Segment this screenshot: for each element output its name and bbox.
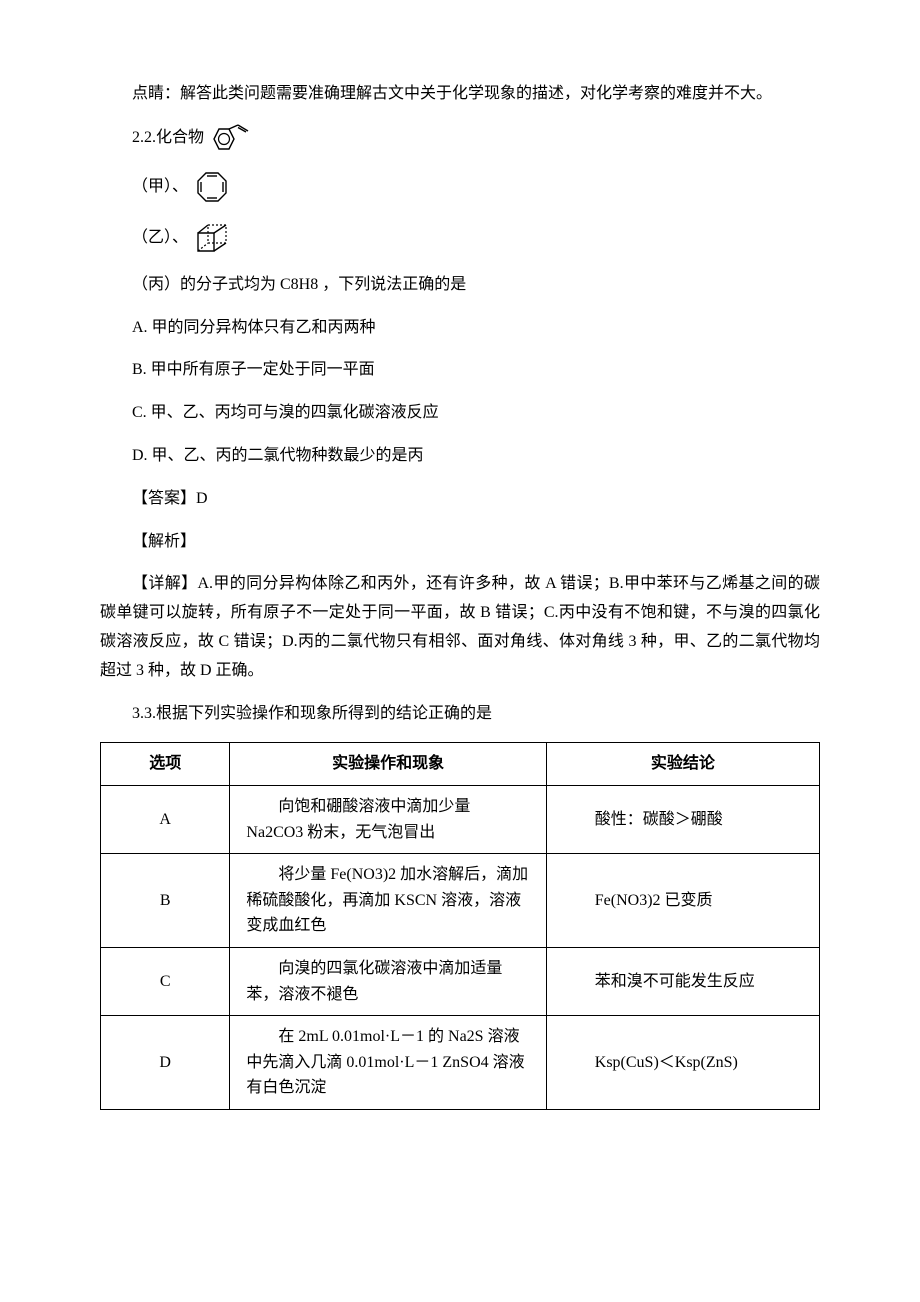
cubane-icon (192, 221, 234, 257)
q2-answer: 【答案】D (100, 485, 820, 514)
hint-paragraph: 点睛：解答此类问题需要准确理解古文中关于化学现象的描述，对化学考察的难度并不大。 (100, 80, 820, 109)
q2-stem-prefix: 2.2.化合物 (100, 123, 820, 155)
q2-option-c: C. 甲、乙、丙均可与溴的四氯化碳溶液反应 (100, 399, 820, 428)
styrene-icon (208, 123, 254, 155)
table-header-result: 实验结论 (546, 743, 819, 786)
q2-option-b: B. 甲中所有原子一定处于同一平面 (100, 356, 820, 385)
table-cell-operation: 在 2mL 0.01mol·L－1 的 Na2S 溶液中先滴入几滴 0.01mo… (230, 1016, 546, 1110)
table-cell-option: C (101, 947, 230, 1015)
table-cell-option: B (101, 854, 230, 948)
experiment-table: 选项 实验操作和现象 实验结论 A 向饱和硼酸溶液中滴加少量 Na2CO3 粉末… (100, 742, 820, 1110)
table-cell-option: D (101, 1016, 230, 1110)
table-cell-result: Fe(NO3)2 已变质 (546, 854, 819, 948)
q2-option-a: A. 甲的同分异构体只有乙和丙两种 (100, 314, 820, 343)
table-row: A 向饱和硼酸溶液中滴加少量 Na2CO3 粉末，无气泡冒出 酸性：碳酸＞硼酸 (101, 785, 820, 853)
q2-prefix-text: 2.2.化合物 (100, 124, 204, 153)
q2-label-a: （甲）、 (100, 169, 820, 207)
table-header-row: 选项 实验操作和现象 实验结论 (101, 743, 820, 786)
q2-label-a-text: （甲）、 (100, 173, 188, 202)
table-cell-operation: 向溴的四氯化碳溶液中滴加适量苯，溶液不褪色 (230, 947, 546, 1015)
table-cell-result: 苯和溴不可能发生反应 (546, 947, 819, 1015)
table-row: D 在 2mL 0.01mol·L－1 的 Na2S 溶液中先滴入几滴 0.01… (101, 1016, 820, 1110)
q2-option-d: D. 甲、乙、丙的二氯代物种数最少的是丙 (100, 442, 820, 471)
q2-label-b: （乙）、 (100, 221, 820, 257)
table-cell-result: 酸性：碳酸＞硼酸 (546, 785, 819, 853)
table-cell-result: Ksp(CuS)＜Ksp(ZnS) (546, 1016, 819, 1110)
q2-detail: 【详解】A.甲的同分异构体除乙和丙外，还有许多种，故 A 错误；B.甲中苯环与乙… (100, 570, 820, 685)
table-cell-option: A (101, 785, 230, 853)
table-header-option: 选项 (101, 743, 230, 786)
q2-label-b-text: （乙）、 (100, 224, 188, 253)
q2-stem: （丙）的分子式均为 C8H8 ，下列说法正确的是 (100, 271, 820, 300)
cyclooctatetraene-icon (192, 169, 232, 207)
table-cell-operation: 向饱和硼酸溶液中滴加少量 Na2CO3 粉末，无气泡冒出 (230, 785, 546, 853)
table-row: C 向溴的四氯化碳溶液中滴加适量苯，溶液不褪色 苯和溴不可能发生反应 (101, 947, 820, 1015)
table-cell-operation: 将少量 Fe(NO3)2 加水溶解后，滴加稀硫酸酸化，再滴加 KSCN 溶液，溶… (230, 854, 546, 948)
q3-stem: 3.3.根据下列实验操作和现象所得到的结论正确的是 (100, 700, 820, 729)
table-header-operation: 实验操作和现象 (230, 743, 546, 786)
q2-analysis-label: 【解析】 (100, 528, 820, 557)
table-row: B 将少量 Fe(NO3)2 加水溶解后，滴加稀硫酸酸化，再滴加 KSCN 溶液… (101, 854, 820, 948)
